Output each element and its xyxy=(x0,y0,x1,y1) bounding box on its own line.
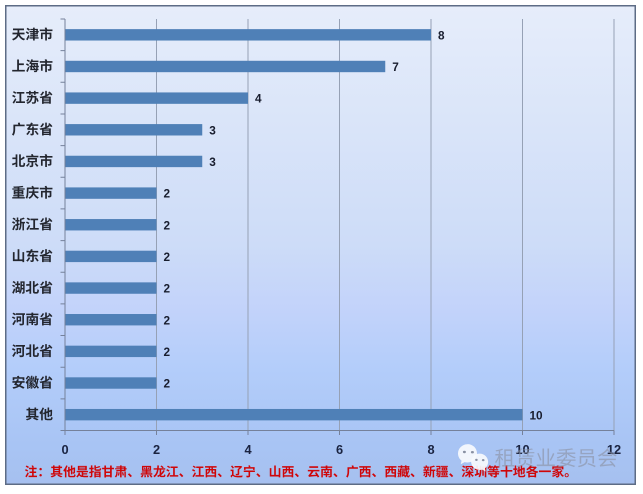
svg-text:2: 2 xyxy=(153,442,160,457)
svg-text:0: 0 xyxy=(61,442,68,457)
svg-text:2: 2 xyxy=(164,345,171,359)
svg-text:7: 7 xyxy=(392,60,399,74)
svg-text:4: 4 xyxy=(255,92,262,106)
svg-text:8: 8 xyxy=(427,442,434,457)
svg-text:3: 3 xyxy=(209,123,216,137)
svg-text:6: 6 xyxy=(336,442,343,457)
svg-text:2: 2 xyxy=(164,250,171,264)
svg-text:3: 3 xyxy=(209,155,216,169)
svg-text:2: 2 xyxy=(164,187,171,201)
svg-text:8: 8 xyxy=(438,28,445,42)
svg-text:10: 10 xyxy=(530,408,544,422)
svg-text:2: 2 xyxy=(164,282,171,296)
svg-text:2: 2 xyxy=(164,218,171,232)
svg-text:2: 2 xyxy=(164,313,171,327)
svg-text:2: 2 xyxy=(164,377,171,391)
svg-text:4: 4 xyxy=(244,442,252,457)
